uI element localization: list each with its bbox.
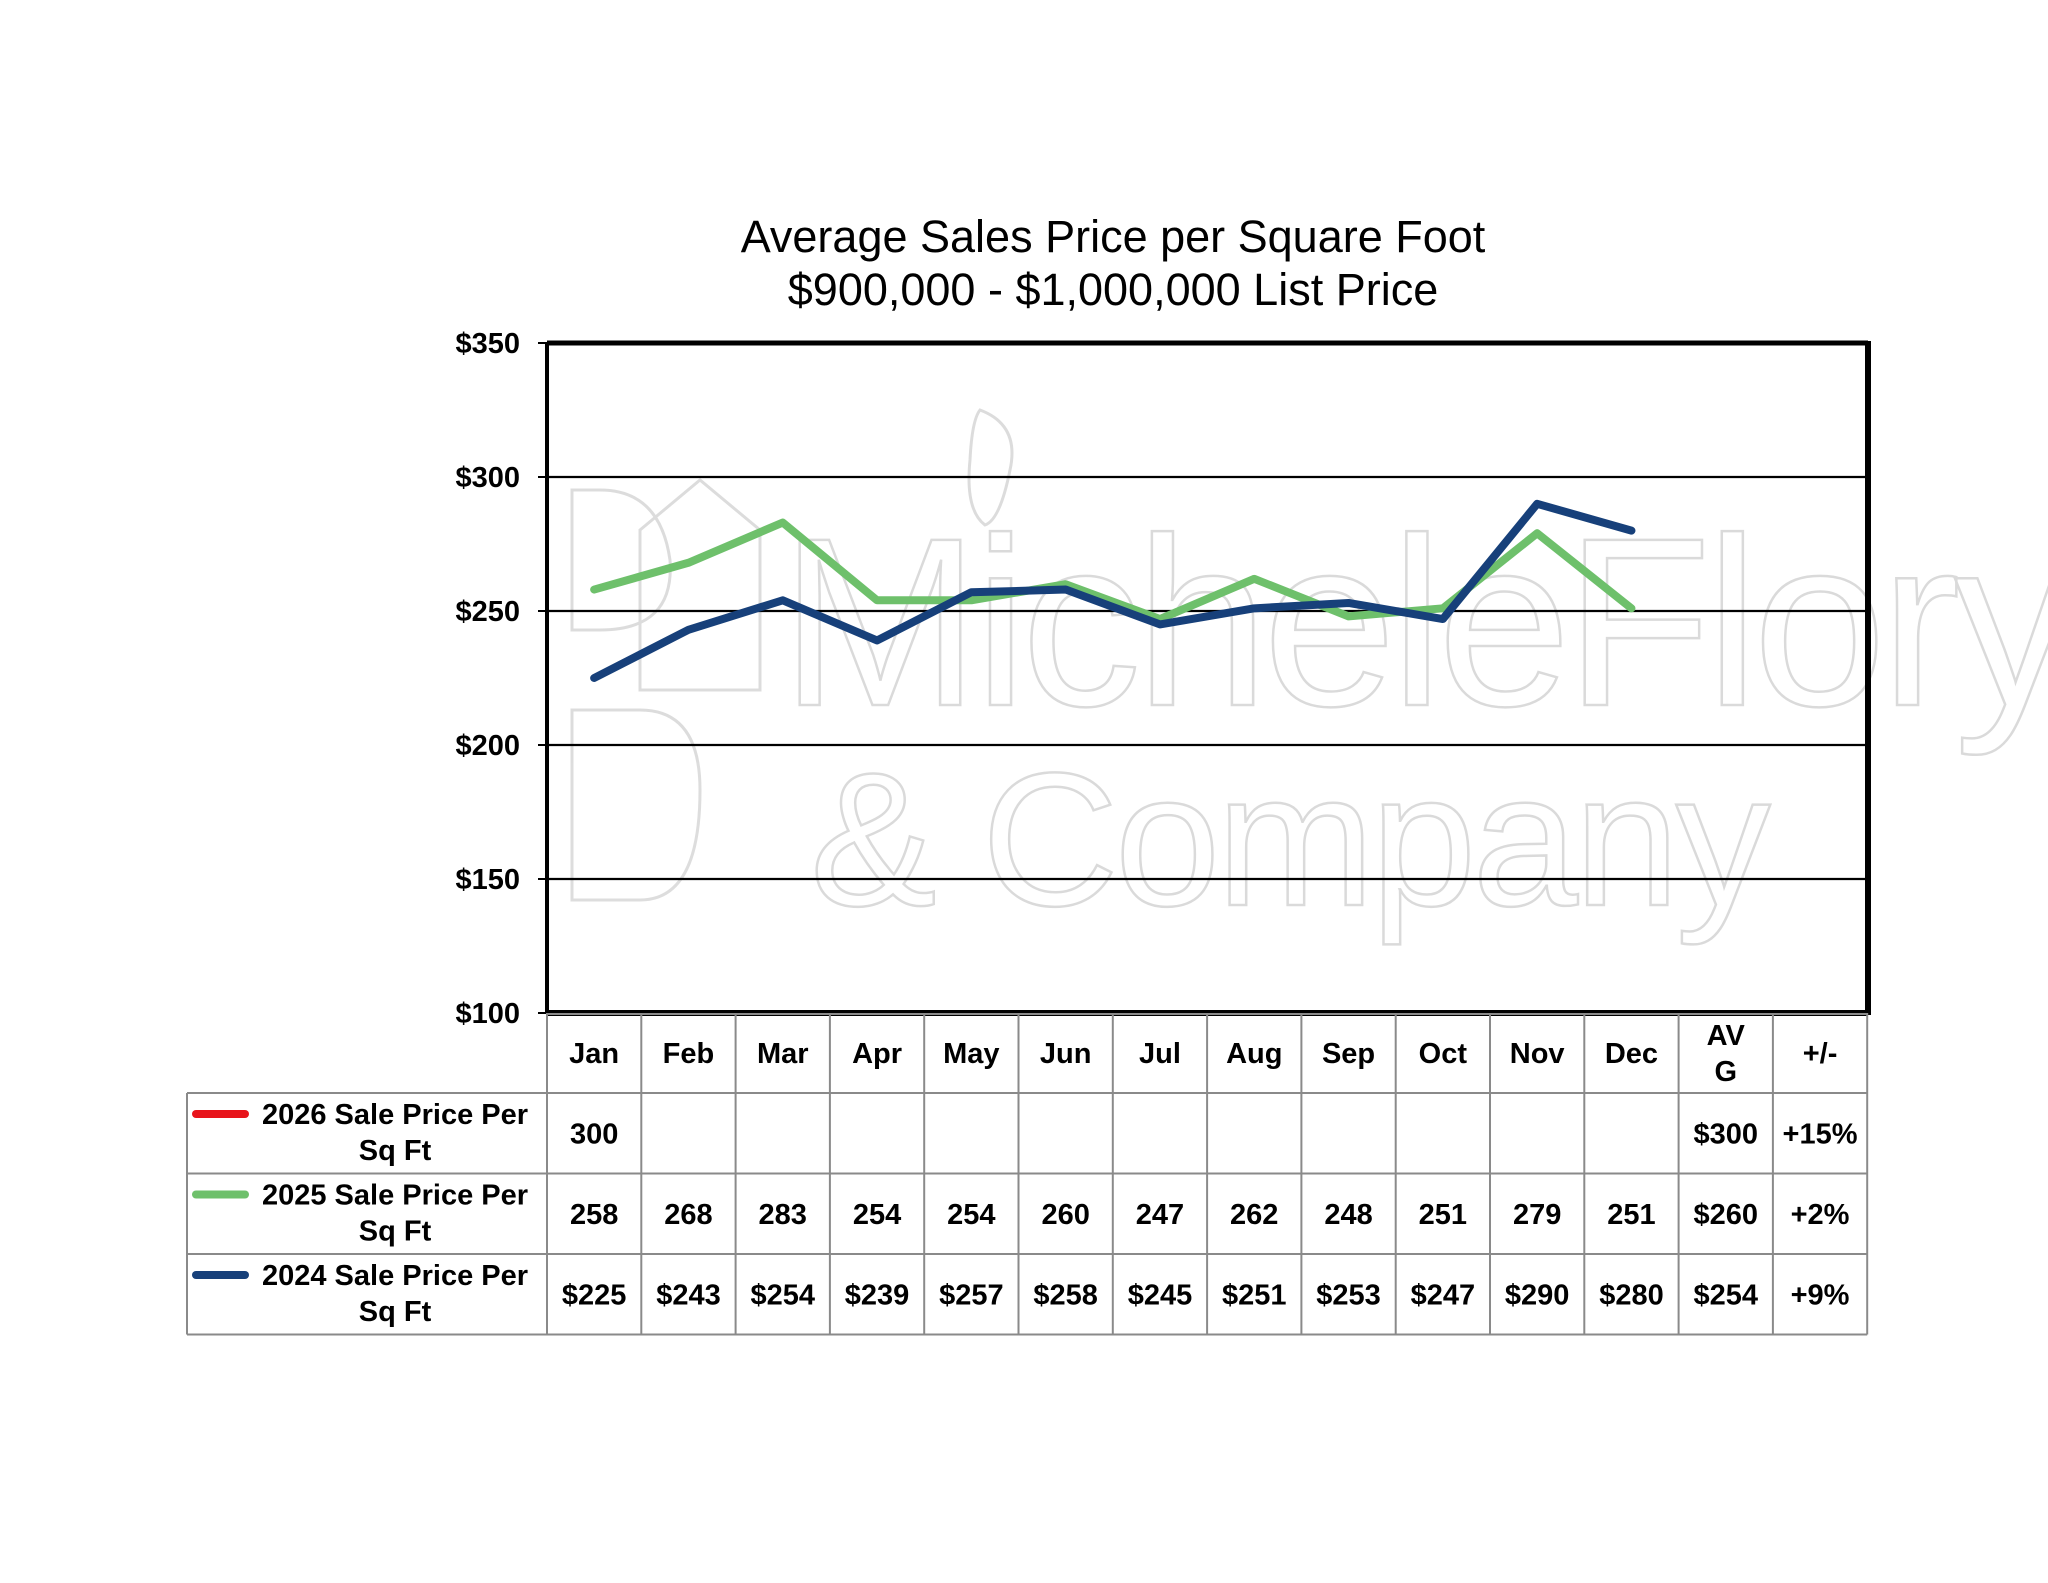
data-label: $290 xyxy=(1505,1279,1570,1311)
series-name: Sq Ft xyxy=(359,1296,432,1328)
y-tick-label: $350 xyxy=(455,328,520,360)
data-label: $251 xyxy=(1222,1279,1287,1311)
data-label: 247 xyxy=(1136,1199,1184,1231)
data-label: 258 xyxy=(570,1199,618,1231)
data-label: $245 xyxy=(1128,1279,1193,1311)
gridlines xyxy=(547,475,1868,881)
x-category-label: Sep xyxy=(1322,1038,1375,1070)
x-category-label: Nov xyxy=(1510,1038,1565,1070)
watermark-logo: MicheleFlory & Company xyxy=(570,408,2048,947)
data-label: 260 xyxy=(1041,1199,1089,1231)
series-name: 2026 Sale Price Per xyxy=(262,1099,528,1131)
series-name: 2024 Sale Price Per xyxy=(262,1260,528,1292)
series-line xyxy=(590,499,1636,682)
data-label: $257 xyxy=(939,1279,1004,1311)
series-name: Sq Ft xyxy=(359,1216,432,1248)
x-category-label: Jul xyxy=(1139,1038,1181,1070)
y-tick-label: $300 xyxy=(455,462,520,494)
x-category-label: Oct xyxy=(1419,1038,1468,1070)
data-label: $243 xyxy=(656,1279,721,1311)
data-label: $258 xyxy=(1033,1279,1098,1311)
x-category-label: Dec xyxy=(1605,1038,1658,1070)
change-value: +2% xyxy=(1791,1199,1850,1231)
x-category-label: Feb xyxy=(663,1038,715,1070)
y-tick-label: $100 xyxy=(455,998,520,1030)
data-label: 251 xyxy=(1607,1199,1655,1231)
change-value: +15% xyxy=(1783,1118,1858,1150)
data-label: 254 xyxy=(853,1199,901,1231)
svg-text:MicheleFlory: MicheleFlory xyxy=(780,488,2048,756)
data-table: Jan Feb Mar Apr May Jun Jul Aug Sep Oct Nov Dec AV G +… xyxy=(186,1013,1869,1336)
y-axis-ticks: $350 $300 $250 $200 $150 $100 xyxy=(455,328,547,1030)
table-header-label: AV xyxy=(1707,1020,1746,1052)
svg-text:& Company: & Company xyxy=(810,734,1771,946)
x-category-label: Mar xyxy=(757,1038,809,1070)
data-label: 254 xyxy=(947,1199,995,1231)
data-label: 300 xyxy=(570,1118,618,1150)
chart-title: Average Sales Price per Square Foot xyxy=(741,211,1486,262)
avg-value: $254 xyxy=(1693,1279,1758,1311)
data-label: 279 xyxy=(1513,1199,1561,1231)
x-category-label: Apr xyxy=(852,1038,902,1070)
x-category-label: Jun xyxy=(1040,1038,1092,1070)
data-label: $253 xyxy=(1316,1279,1381,1311)
data-label: 262 xyxy=(1230,1199,1278,1231)
data-label: 268 xyxy=(664,1199,712,1231)
y-tick-label: $150 xyxy=(455,864,520,896)
table-header-label: G xyxy=(1714,1056,1737,1088)
y-tick-label: $200 xyxy=(455,730,520,762)
data-label: 283 xyxy=(759,1199,807,1231)
data-label: $280 xyxy=(1599,1279,1664,1311)
data-label: $254 xyxy=(750,1279,815,1311)
data-label: 251 xyxy=(1419,1199,1467,1231)
x-category-label: May xyxy=(943,1038,999,1070)
data-label: $225 xyxy=(562,1279,627,1311)
change-value: +9% xyxy=(1791,1279,1850,1311)
x-category-label: Jan xyxy=(569,1038,619,1070)
avg-value: $300 xyxy=(1693,1118,1758,1150)
y-tick-label: $250 xyxy=(455,596,520,628)
data-label: $239 xyxy=(845,1279,910,1311)
avg-value: $260 xyxy=(1693,1199,1758,1231)
chart-subtitle: $900,000 - $1,000,000 List Price xyxy=(788,264,1438,315)
table-header-label: +/- xyxy=(1803,1038,1838,1070)
series-name: Sq Ft xyxy=(359,1135,432,1167)
x-category-label: Aug xyxy=(1226,1038,1282,1070)
data-label: $247 xyxy=(1411,1279,1476,1311)
data-label: 248 xyxy=(1324,1199,1372,1231)
series-lines xyxy=(590,499,1636,682)
series-name: 2025 Sale Price Per xyxy=(262,1180,528,1212)
